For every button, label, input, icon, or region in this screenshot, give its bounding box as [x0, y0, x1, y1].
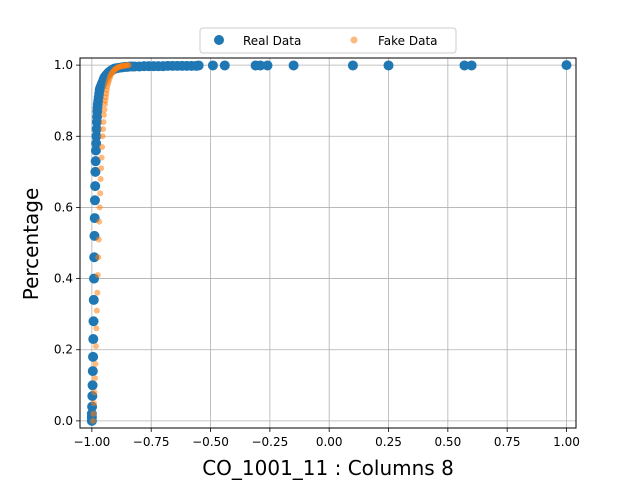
real-data-point [561, 60, 572, 71]
fake-data-point [99, 143, 106, 150]
y-tick-label: 1.0 [54, 58, 73, 72]
fake-data-point [90, 417, 97, 424]
legend-marker-fake [350, 36, 358, 44]
real-data-point [193, 60, 204, 71]
legend-box [199, 27, 457, 54]
x-tick-label: −0.50 [192, 435, 229, 449]
fake-data-point [91, 375, 98, 382]
real-data-point [383, 60, 394, 71]
x-tick-label: −0.75 [133, 435, 170, 449]
real-data-point [90, 156, 101, 167]
real-data-point [87, 366, 98, 377]
real-data-point [91, 138, 102, 149]
legend-label-real: Real Data [243, 34, 301, 48]
real-data-point [88, 294, 99, 305]
real-data-point [88, 351, 99, 362]
y-axis-label: Percentage [19, 188, 43, 301]
real-data-point [91, 131, 102, 142]
real-data-point [207, 60, 218, 71]
fake-data-point [96, 218, 103, 225]
x-tick-label: 0.25 [375, 435, 402, 449]
x-tick-label: 0.00 [316, 435, 343, 449]
fake-data-point [92, 360, 99, 367]
real-data-point [88, 316, 99, 327]
x-tick-label: −0.25 [251, 435, 288, 449]
fake-data-point [90, 410, 97, 417]
fake-data-point [100, 111, 107, 118]
fake-data-point [92, 343, 99, 350]
real-data-point [459, 60, 470, 71]
real-data-point [87, 380, 98, 391]
fake-data-point [97, 175, 104, 182]
real-data-point [219, 60, 230, 71]
y-axis: 0.0 0.2 0.4 0.6 0.8 1.0 [54, 58, 80, 428]
fake-data-point [96, 204, 103, 211]
real-data-point [89, 195, 100, 206]
x-tick-label: 0.50 [434, 435, 461, 449]
legend: Real Data Fake Data [199, 27, 457, 54]
fake-data-point [100, 126, 107, 133]
real-data-point [88, 334, 99, 345]
fake-data-point [91, 400, 98, 407]
x-tick-label: 0.75 [494, 435, 521, 449]
y-tick-label: 0.0 [54, 414, 73, 428]
fake-data-point [93, 325, 100, 332]
series-fake-data [90, 62, 132, 424]
fake-data-point [94, 289, 101, 296]
fake-data-point [100, 119, 107, 126]
real-data-point [255, 60, 266, 71]
fake-data-point [98, 165, 105, 172]
series-layer [86, 60, 572, 426]
x-axis: −1.00 −0.75 −0.50 −0.25 0.00 0.25 0.50 0.75 1.00 [73, 428, 580, 449]
fake-data-point [99, 133, 106, 140]
fake-data-point [91, 389, 98, 396]
y-tick-label: 0.4 [54, 272, 73, 286]
real-data-point [90, 166, 101, 177]
real-data-point [466, 60, 477, 71]
plot-background [80, 58, 576, 428]
fake-data-point [101, 106, 108, 113]
series-real-data [86, 60, 572, 426]
fake-data-point [94, 272, 101, 279]
x-tick-label: 1.00 [553, 435, 580, 449]
x-tick-label: −1.00 [73, 435, 110, 449]
real-data-point [90, 145, 101, 156]
fake-data-point [95, 254, 102, 261]
fake-data-point [125, 62, 132, 69]
real-data-point [90, 181, 101, 192]
x-axis-label: CO_1001_11 : Columns 8 [202, 456, 454, 480]
legend-label-fake: Fake Data [378, 34, 438, 48]
real-data-point [91, 124, 102, 135]
fake-data-point [98, 154, 105, 161]
real-data-point [288, 60, 299, 71]
fake-data-point [95, 236, 102, 243]
y-tick-label: 0.2 [54, 343, 73, 357]
grid [80, 58, 576, 428]
real-data-point [347, 60, 358, 71]
real-data-point [262, 60, 273, 71]
y-tick-label: 0.6 [54, 200, 73, 214]
fake-data-point [93, 307, 100, 314]
legend-marker-real [214, 35, 224, 45]
fake-data-point [97, 190, 104, 197]
y-tick-label: 0.8 [54, 129, 73, 143]
plot-frame [79, 57, 577, 429]
